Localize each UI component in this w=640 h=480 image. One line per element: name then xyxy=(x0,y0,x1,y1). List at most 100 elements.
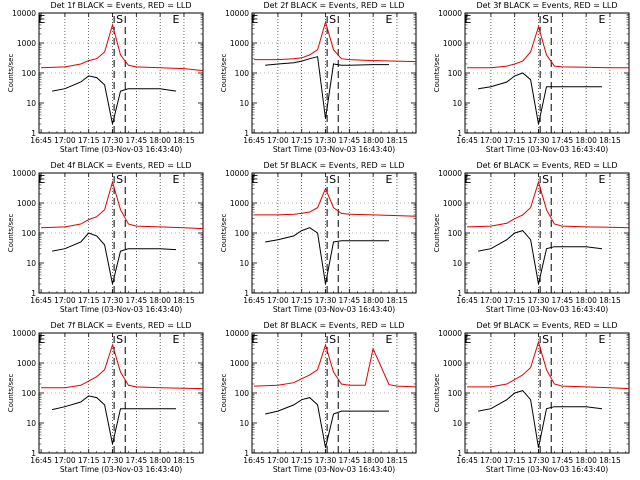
x-tick-label: 16:45 xyxy=(30,296,52,305)
events-series-line xyxy=(265,227,389,285)
x-tick-label: 18:15 xyxy=(599,136,621,145)
lld-series-line xyxy=(41,180,203,230)
interval-marker-s: S xyxy=(329,173,336,186)
y-tick-label: 10 xyxy=(26,419,36,428)
y-tick-label: 100 xyxy=(22,69,37,78)
interval-marker-s: S xyxy=(329,13,336,26)
x-tick-label: 16:45 xyxy=(456,456,478,465)
y-tick-label: 10 xyxy=(239,259,249,268)
interval-marker-e: E xyxy=(251,173,258,186)
y-tick-label: 10 xyxy=(26,99,36,108)
y-tick-label: 10 xyxy=(452,99,462,108)
x-tick-label: 16:45 xyxy=(243,136,265,145)
y-tick-label: 1 xyxy=(31,449,36,458)
y-tick-label: 1000 xyxy=(230,39,249,48)
y-tick-label: 100 xyxy=(22,229,37,238)
x-axis-label: Start Time (03-Nov-03 16:43:40) xyxy=(60,465,182,474)
x-tick-label: 17:15 xyxy=(291,136,313,145)
interval-marker-s: S xyxy=(542,173,549,186)
y-tick-label: 10000 xyxy=(12,329,36,338)
y-tick-label: 100 xyxy=(235,389,250,398)
y-tick-label: 100 xyxy=(448,229,463,238)
events-series-line xyxy=(52,75,177,125)
interval-marker-e: E xyxy=(599,333,606,346)
y-tick-label: 1 xyxy=(457,289,462,298)
y-tick-label: 10000 xyxy=(438,329,462,338)
x-tick-label: 16:45 xyxy=(243,456,265,465)
y-tick-label: 10 xyxy=(452,419,462,428)
panel-title: Det 1f BLACK = Events, RED = LLD xyxy=(50,1,191,10)
interval-marker-e: E xyxy=(38,173,45,186)
interval-marker-e: E xyxy=(386,333,393,346)
x-tick-label: 17:00 xyxy=(54,456,76,465)
events-series-line xyxy=(478,230,603,285)
events-series-line xyxy=(52,395,176,445)
x-tick-label: 17:15 xyxy=(78,136,100,145)
y-tick-label: 100 xyxy=(235,69,250,78)
panel-title: Det 7f BLACK = Events, RED = LLD xyxy=(50,321,191,330)
interval-marker-e: E xyxy=(173,333,180,346)
events-series-line xyxy=(52,232,177,285)
x-tick-label: 17:00 xyxy=(267,296,289,305)
x-tick-label: 18:00 xyxy=(575,136,597,145)
interval-marker-e: E xyxy=(464,13,471,26)
x-tick-label: 18:15 xyxy=(173,296,195,305)
panel-title: Det 6f BLACK = Events, RED = LLD xyxy=(476,161,617,170)
events-series-line xyxy=(265,56,389,119)
interval-marker-e: E xyxy=(599,13,606,26)
interval-marker-e: E xyxy=(386,173,393,186)
x-tick-label: 17:15 xyxy=(504,296,526,305)
x-axis-label: Start Time (03-Nov-03 16:43:40) xyxy=(486,305,608,314)
x-tick-label: 17:00 xyxy=(54,296,76,305)
y-axis-label: Counts/sec xyxy=(433,214,441,253)
panel-title: Det 2f BLACK = Events, RED = LLD xyxy=(263,1,404,10)
x-tick-label: 16:45 xyxy=(456,136,478,145)
y-tick-label: 1000 xyxy=(230,199,249,208)
interval-marker-e: E xyxy=(38,13,45,26)
x-tick-label: 17:00 xyxy=(480,296,502,305)
panel-title: Det 3f BLACK = Events, RED = LLD xyxy=(476,1,617,10)
lld-series-line xyxy=(254,343,416,388)
x-tick-label: 17:15 xyxy=(78,456,100,465)
interval-marker-e: E xyxy=(173,173,180,186)
events-series-line xyxy=(265,397,389,448)
panel-title: Det 4f BLACK = Events, RED = LLD xyxy=(50,161,191,170)
x-axis-label: Start Time (03-Nov-03 16:43:40) xyxy=(486,465,608,474)
x-tick-label: 17:30 xyxy=(102,456,124,465)
x-tick-label: 18:15 xyxy=(173,136,195,145)
x-tick-label: 16:45 xyxy=(30,136,52,145)
x-tick-label: 18:00 xyxy=(149,296,171,305)
x-tick-label: 18:00 xyxy=(575,456,597,465)
x-tick-label: 18:15 xyxy=(599,456,621,465)
x-tick-label: 18:00 xyxy=(149,136,171,145)
lld-series-line xyxy=(41,343,203,390)
interval-marker-s: S xyxy=(542,333,549,346)
y-axis-label: Counts/sec xyxy=(433,374,441,413)
y-tick-label: 10000 xyxy=(12,169,36,178)
interval-marker-e: E xyxy=(464,333,471,346)
y-axis-label: Counts/sec xyxy=(433,54,441,93)
x-tick-label: 17:00 xyxy=(54,136,76,145)
x-tick-label: 18:00 xyxy=(575,296,597,305)
x-tick-label: 17:30 xyxy=(102,296,124,305)
x-tick-label: 17:00 xyxy=(480,456,502,465)
y-tick-label: 1000 xyxy=(17,39,36,48)
interval-marker-e: E xyxy=(599,173,606,186)
y-tick-label: 1000 xyxy=(443,199,462,208)
y-tick-label: 10000 xyxy=(12,9,36,18)
x-axis-label: Start Time (03-Nov-03 16:43:40) xyxy=(273,465,395,474)
lld-series-line xyxy=(467,24,629,69)
y-tick-label: 1000 xyxy=(230,359,249,368)
x-tick-label: 17:00 xyxy=(267,456,289,465)
x-tick-label: 17:45 xyxy=(126,456,148,465)
y-tick-label: 10 xyxy=(26,259,36,268)
x-tick-label: 18:00 xyxy=(362,136,384,145)
x-axis-label: Start Time (03-Nov-03 16:43:40) xyxy=(273,145,395,154)
x-tick-label: 17:45 xyxy=(126,136,148,145)
x-axis-label: Start Time (03-Nov-03 16:43:40) xyxy=(60,305,182,314)
x-tick-label: 17:30 xyxy=(315,296,337,305)
